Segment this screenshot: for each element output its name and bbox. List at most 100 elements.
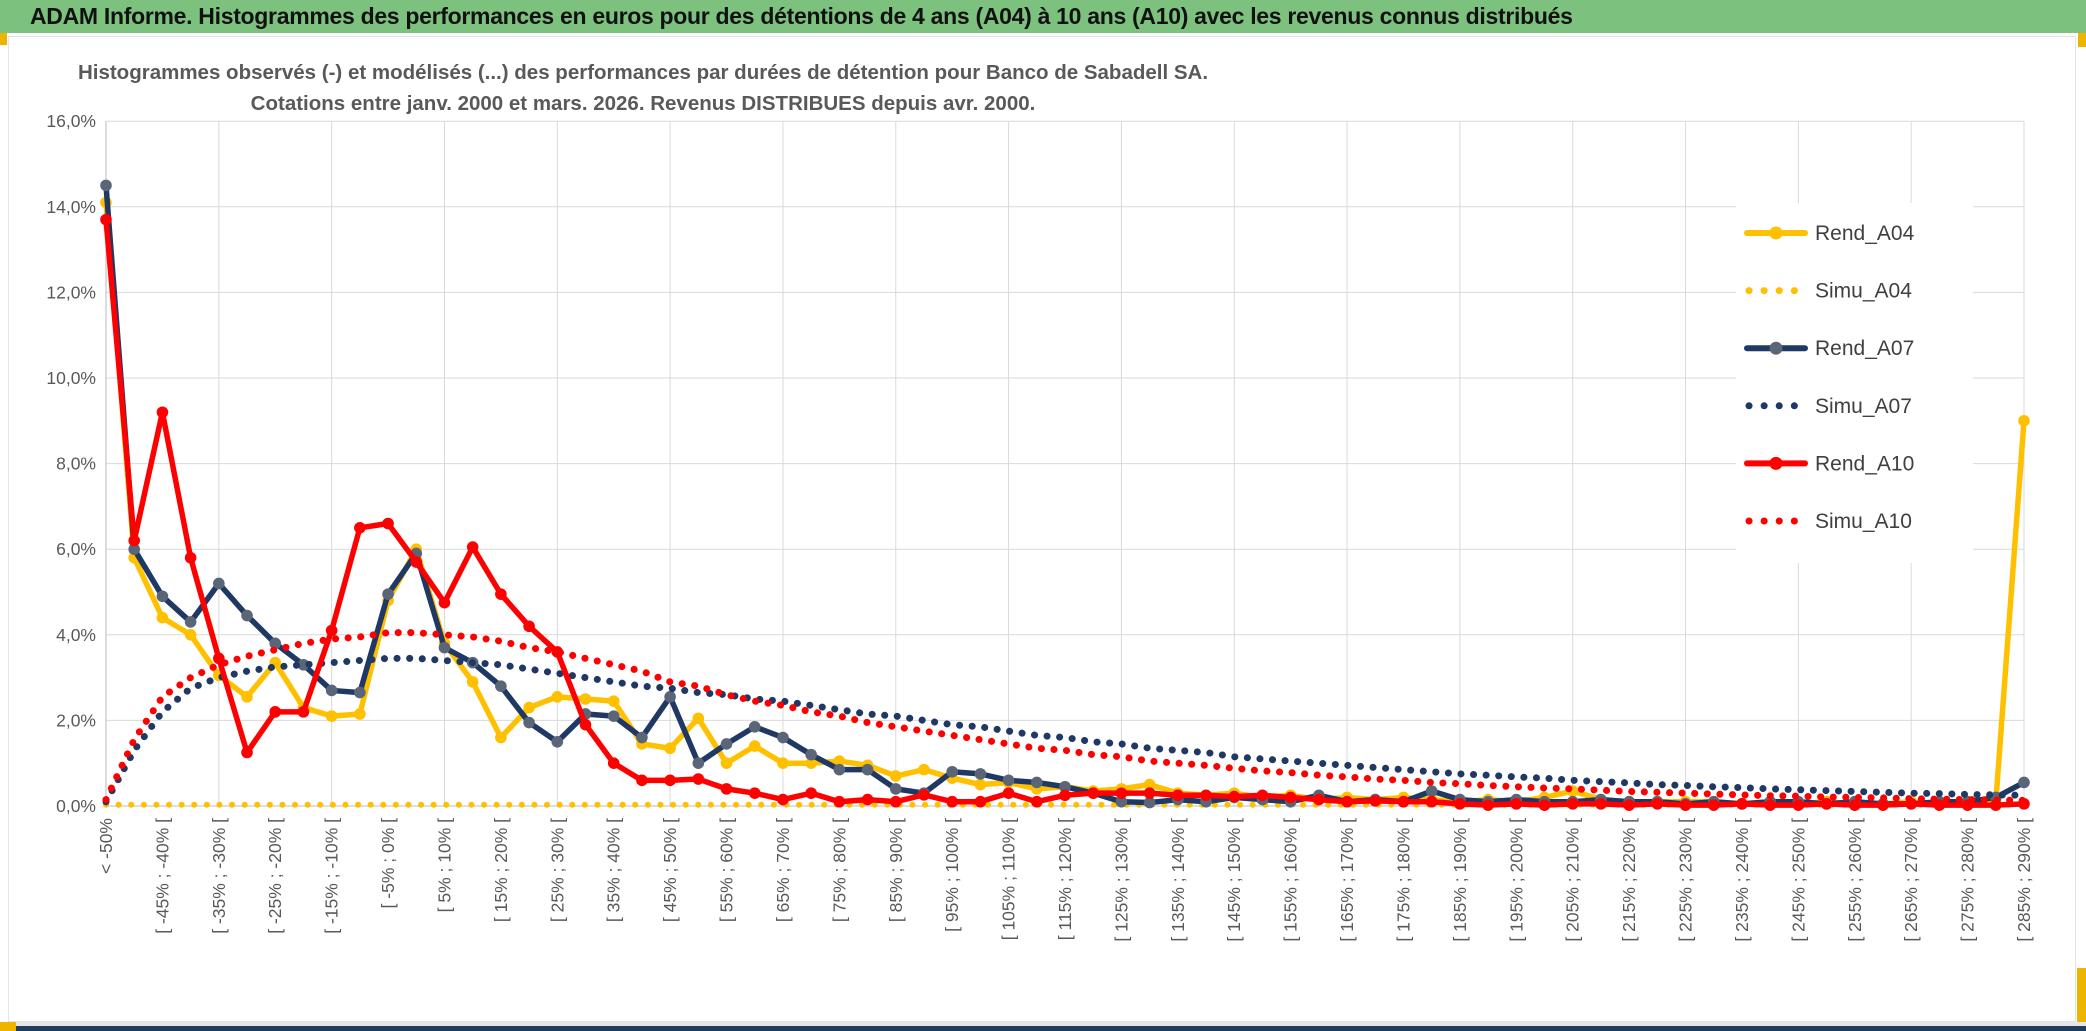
marker-Rend_A04: [748, 740, 761, 752]
x-axis-label: [ 105% ; 110% [: [999, 818, 1019, 940]
series-Simu_A07: [102, 654, 2028, 806]
legend-label: Rend_A10: [1815, 452, 1914, 475]
x-axis-label: [ -35% ; -30% [: [209, 818, 229, 934]
marker-Rend_A10: [1284, 791, 1297, 804]
legend-item-Rend_A04[interactable]: Rend_A04: [1744, 222, 1915, 245]
dotted-line-Simu_A07: [102, 654, 2028, 806]
marker-Rend_A10: [1030, 795, 1043, 808]
marker-Rend_A10: [861, 793, 874, 806]
marker-Rend_A07: [128, 543, 141, 555]
marker-Rend_A04: [551, 691, 564, 703]
legend: Rend_A04 Simu_A04 Rend_A07 Simu_A07 Rend_A10…: [1736, 203, 1973, 563]
chart-frame: Histogrammes observés (-) et modélisés (…: [8, 36, 2076, 1022]
y-axis-label: 2,0%: [56, 710, 96, 730]
legend-label: Simu_A04: [1815, 280, 1912, 303]
marker-Rend_A07: [607, 710, 620, 722]
legend-item-Simu_A04[interactable]: Simu_A04: [1745, 280, 1912, 303]
x-axis-label: [ 275% ; 280% [: [1958, 818, 1978, 942]
x-axis-label: [ 5% ; 10% [: [434, 818, 454, 912]
marker-Rend_A07: [833, 763, 846, 776]
marker-Rend_A10: [1087, 787, 1100, 799]
marker-Rend_A04: [692, 712, 705, 725]
marker-Rend_A07: [1425, 785, 1438, 797]
x-axis-label: [ 175% ; 180% [: [1393, 818, 1413, 942]
legend-sample-marker: [1769, 226, 1783, 240]
x-axis-label: [ 215% ; 220% [: [1619, 818, 1639, 942]
marker-Rend_A10: [382, 517, 394, 530]
marker-Rend_A10: [1679, 799, 1692, 811]
marker-Rend_A10: [1566, 798, 1579, 810]
marker-Rend_A10: [269, 706, 282, 718]
marker-Rend_A10: [1848, 799, 1861, 811]
marker-Rend_A07: [241, 609, 253, 622]
marker-Rend_A10: [1313, 793, 1325, 806]
marker-Rend_A07: [1143, 796, 1156, 809]
x-axis-label: [ 225% ; 230% [: [1676, 818, 1696, 942]
x-axis-label: [ 15% ; 20% [: [491, 818, 511, 922]
marker-Rend_A04: [156, 611, 169, 624]
marker-Rend_A10: [889, 795, 902, 808]
marker-Rend_A10: [607, 757, 620, 769]
marker-Rend_A10: [1651, 798, 1664, 810]
legend-label: Rend_A04: [1815, 222, 1915, 245]
marker-Rend_A10: [354, 522, 366, 534]
y-axis-label: 6,0%: [56, 539, 96, 559]
marker-Rend_A07: [748, 721, 761, 733]
marker-Rend_A04: [579, 693, 592, 705]
x-axis-label: [ 55% ; 60% [: [717, 818, 737, 922]
marker-Rend_A07: [269, 637, 282, 650]
x-axis-label: [ 185% ; 190% [: [1450, 818, 1470, 942]
marker-Rend_A07: [664, 691, 676, 703]
legend-item-Simu_A07[interactable]: Simu_A07: [1745, 395, 1912, 418]
marker-Rend_A10: [495, 588, 507, 600]
marker-Rend_A10: [1200, 789, 1212, 802]
marker-Rend_A10: [1623, 799, 1635, 811]
legend-item-Simu_A10[interactable]: Simu_A10: [1745, 510, 1912, 533]
x-axis-label: [ 95% ; 100% [: [942, 818, 962, 932]
marker-Rend_A04: [2018, 415, 2030, 427]
marker-Rend_A07: [1059, 780, 1071, 793]
legend-sample-marker: [1769, 456, 1783, 470]
marker-Rend_A10: [1482, 799, 1494, 811]
marker-Rend_A07: [974, 768, 987, 780]
marker-Rend_A10: [1877, 799, 1889, 811]
marker-Rend_A07: [946, 765, 958, 778]
marker-Rend_A04: [184, 629, 197, 641]
marker-Rend_A10: [1425, 795, 1438, 808]
marker-Rend_A04: [354, 708, 366, 720]
window-title: ADAM Informe. Histogrammes des performan…: [30, 3, 1573, 29]
marker-Rend_A10: [438, 596, 451, 609]
legend-item-Rend_A10[interactable]: Rend_A10: [1744, 452, 1914, 475]
marker-Rend_A07: [636, 731, 648, 744]
x-axis-label: [ 205% ; 210% [: [1563, 818, 1583, 942]
marker-Rend_A07: [720, 738, 733, 750]
y-axis-label: 0,0%: [56, 796, 96, 816]
legend-item-Rend_A07[interactable]: Rend_A07: [1744, 337, 1914, 360]
marker-Rend_A04: [833, 755, 846, 767]
marker-Rend_A10: [720, 783, 733, 795]
marker-Rend_A10: [466, 541, 479, 553]
marker-Rend_A04: [1143, 778, 1156, 791]
marker-Rend_A10: [833, 795, 846, 808]
x-axis-label: [ -45% ; -40% [: [152, 818, 172, 934]
x-axis-label: [ 25% ; 30% [: [547, 818, 567, 922]
marker-Rend_A10: [748, 787, 761, 799]
y-axis-label: 16,0%: [46, 111, 96, 131]
y-axis-label: 12,0%: [46, 282, 96, 302]
y-axis-label: 14,0%: [46, 197, 96, 217]
marker-Rend_A10: [297, 706, 310, 718]
x-axis-label: [ 65% ; 70% [: [773, 818, 793, 922]
marker-Rend_A07: [1030, 776, 1043, 789]
marker-Rend_A10: [1341, 795, 1353, 808]
marker-Rend_A10: [128, 534, 141, 547]
x-axis-label: [ 35% ; 40% [: [604, 818, 624, 922]
marker-Rend_A10: [1538, 799, 1551, 811]
marker-Rend_A10: [636, 774, 648, 787]
legend-background: [1736, 203, 1973, 563]
scrollbar-horizontal[interactable]: [0, 1022, 2086, 1026]
marker-Rend_A07: [861, 763, 874, 776]
series-Rend_A10: [100, 213, 2030, 811]
x-axis-label: [ -25% ; -20% [: [265, 818, 285, 934]
marker-Rend_A10: [1397, 795, 1410, 808]
marker-Rend_A07: [1115, 795, 1128, 808]
